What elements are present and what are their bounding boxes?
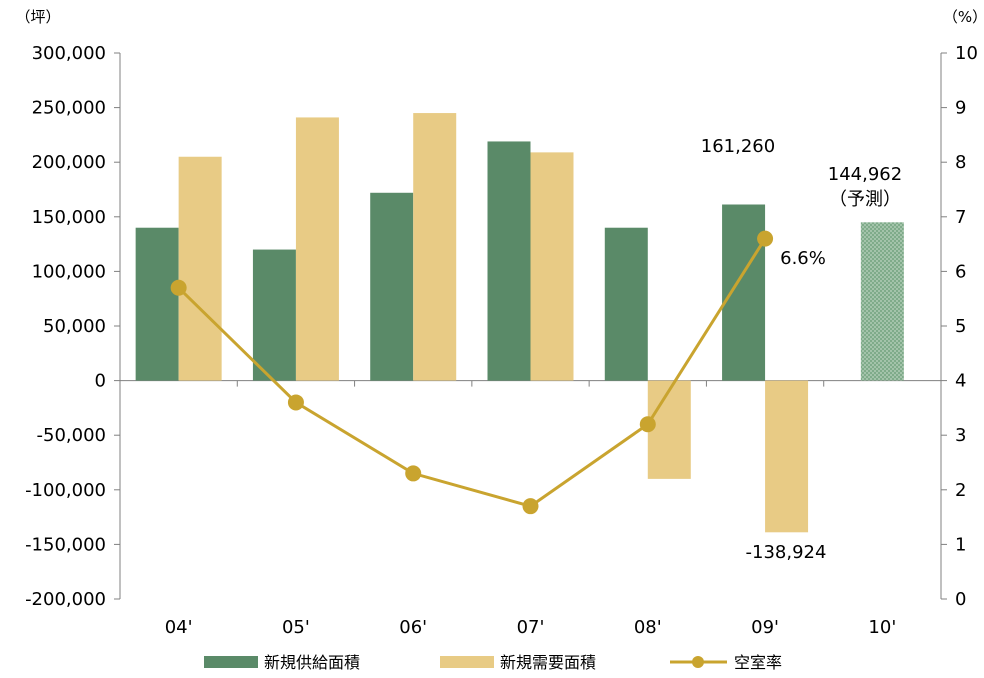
left-tick-label: 250,000 xyxy=(32,98,106,119)
right-axis-unit: （%） xyxy=(943,8,984,26)
left-tick-label: -50,000 xyxy=(37,425,106,446)
right-tick-label: 1 xyxy=(955,534,966,555)
vacancy-point-09 xyxy=(757,230,774,247)
x-tick-label: 08' xyxy=(634,617,662,638)
bar-supply-09 xyxy=(722,204,766,381)
left-axis-ticks: 300,000 250,000 200,000 150,000 100,000 50,00… xyxy=(25,43,120,610)
annotation-vacancy-09: 6.6% xyxy=(780,248,826,269)
bar-supply-05 xyxy=(252,249,296,381)
right-tick-label: 8 xyxy=(955,152,966,173)
bars xyxy=(135,113,904,533)
x-tick-label: 07' xyxy=(517,617,545,638)
left-tick-label: 50,000 xyxy=(43,316,106,337)
annotation-demand-09: -138,924 xyxy=(746,542,827,563)
bar-supply-08 xyxy=(604,227,648,381)
right-tick-label: 9 xyxy=(955,98,966,119)
right-tick-label: 0 xyxy=(955,589,966,610)
bar-demand-07 xyxy=(530,152,574,381)
right-tick-label: 5 xyxy=(955,316,966,337)
left-tick-label: 300,000 xyxy=(32,43,106,64)
left-tick-label: -100,000 xyxy=(25,480,106,501)
vacancy-point-07 xyxy=(522,498,539,515)
left-tick-label: 200,000 xyxy=(32,152,106,173)
legend-swatch-supply xyxy=(204,656,258,668)
right-tick-label: 6 xyxy=(955,261,966,282)
x-tick-label: 10' xyxy=(868,617,896,638)
left-tick-label: -200,000 xyxy=(25,589,106,610)
right-tick-label: 2 xyxy=(955,480,966,501)
left-tick-label: 0 xyxy=(95,371,106,392)
x-tick-label: 05' xyxy=(282,617,310,638)
vacancy-point-06 xyxy=(405,465,422,482)
legend-swatch-vacancy-marker xyxy=(692,656,704,668)
vacancy-polyline xyxy=(177,237,767,508)
bar-demand-05 xyxy=(295,117,339,381)
left-tick-label: 150,000 xyxy=(32,207,106,228)
annotation-supply-09: 161,260 xyxy=(701,136,775,157)
bar-demand-04 xyxy=(178,156,222,381)
bar-supply-04 xyxy=(135,227,179,381)
left-tick-label: -150,000 xyxy=(25,534,106,555)
right-tick-label: 7 xyxy=(955,207,966,228)
right-tick-label: 3 xyxy=(955,425,966,446)
x-tick-label: 09' xyxy=(751,617,779,638)
x-axis-ticks: 04' 05' 06' 07' 08' 09' 10' xyxy=(119,380,942,638)
vacancy-point-08 xyxy=(639,416,656,433)
vacancy-line xyxy=(170,230,774,515)
annotation-supply-10: 144,962 xyxy=(828,164,902,185)
legend: 新規供給面積 新規需要面積 空室率 xyxy=(204,653,782,672)
bar-supply-06 xyxy=(370,192,414,381)
x-tick-label: 04' xyxy=(165,617,193,638)
bar-supply-10 xyxy=(860,222,904,381)
annotation-supply-10-note: （予測） xyxy=(829,189,901,210)
bar-demand-06 xyxy=(413,113,457,381)
legend-label-vacancy: 空室率 xyxy=(734,653,782,672)
left-tick-label: 100,000 xyxy=(32,261,106,282)
bar-demand-09 xyxy=(765,380,809,533)
legend-label-supply: 新規供給面積 xyxy=(264,653,360,672)
legend-swatch-demand xyxy=(440,656,494,668)
right-tick-label: 4 xyxy=(955,371,966,392)
right-tick-label: 10 xyxy=(955,43,978,64)
x-tick-label: 06' xyxy=(399,617,427,638)
legend-label-demand: 新規需要面積 xyxy=(500,653,596,672)
vacancy-point-04 xyxy=(170,279,187,296)
left-axis-unit: （坪） xyxy=(15,8,60,26)
bar-supply-07 xyxy=(487,141,531,381)
bar-demand-08 xyxy=(647,380,691,479)
vacancy-point-05 xyxy=(287,394,304,411)
